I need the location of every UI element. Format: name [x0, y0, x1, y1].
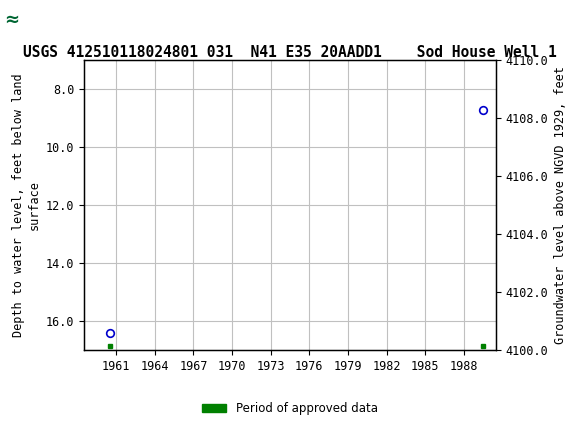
Y-axis label: Groundwater level above NGVD 1929, feet: Groundwater level above NGVD 1929, feet: [554, 66, 567, 344]
FancyBboxPatch shape: [3, 3, 35, 36]
Text: ≈: ≈: [4, 10, 19, 28]
Legend: Period of approved data: Period of approved data: [198, 397, 382, 420]
Y-axis label: Depth to water level, feet below land
surface: Depth to water level, feet below land su…: [12, 74, 41, 337]
Text: USGS 412510118024801 031  N41 E35 20AADD1    Sod House Well 1: USGS 412510118024801 031 N41 E35 20AADD1…: [23, 45, 557, 60]
Text: USGS: USGS: [39, 10, 95, 28]
